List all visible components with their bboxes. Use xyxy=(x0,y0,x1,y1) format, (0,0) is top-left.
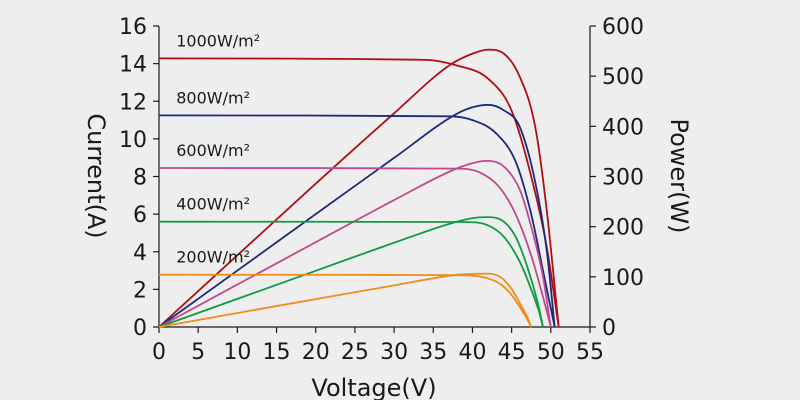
x-axis-title: Voltage(V) xyxy=(311,374,436,400)
y-right-tick-label: 0 xyxy=(602,316,616,341)
x-tick-label: 45 xyxy=(498,340,526,365)
pv-curve-line xyxy=(158,216,544,328)
x-tick-label: 55 xyxy=(576,340,604,365)
iv-curve-line xyxy=(158,114,556,328)
y-left-tick-label: 10 xyxy=(119,128,147,153)
y-right-tick-label: 600 xyxy=(602,15,644,40)
iv-curve-line xyxy=(158,220,544,328)
x-tick-label: 30 xyxy=(380,340,408,365)
y-right-tick-label: 100 xyxy=(602,266,644,291)
y-axis-right-title: Power(W) xyxy=(665,118,693,233)
y-left-tick-label: 12 xyxy=(119,90,147,115)
pv-curve-line xyxy=(158,103,556,328)
series-label: 400W/m² xyxy=(176,195,250,214)
pv-curve-line xyxy=(158,48,560,328)
y-left-tick-label: 8 xyxy=(133,166,147,191)
iv-curve-line xyxy=(158,273,532,328)
x-tick-label: 20 xyxy=(302,340,330,365)
x-tick-label: 50 xyxy=(537,340,565,365)
y-left-tick-label: 16 xyxy=(119,15,147,40)
series-label: 800W/m² xyxy=(176,88,250,107)
y-left-tick-label: 6 xyxy=(133,203,147,228)
pv-curve-line xyxy=(158,160,552,328)
y-left-tick-label: 0 xyxy=(133,316,147,341)
y-left-tick-label: 14 xyxy=(119,53,147,78)
x-tick-label: 25 xyxy=(341,340,369,365)
y-axis-left-title: Current(A) xyxy=(82,113,110,238)
y-right-tick-label: 400 xyxy=(602,115,644,140)
y-right-tick-label: 300 xyxy=(602,166,644,191)
series-label: 600W/m² xyxy=(176,141,250,160)
iv-curve-line xyxy=(158,167,552,328)
x-tick-label: 0 xyxy=(152,340,166,365)
pv-curve-line xyxy=(158,272,533,328)
axes-group xyxy=(158,26,591,328)
x-tick-label: 10 xyxy=(223,340,251,365)
x-tick-label: 40 xyxy=(458,340,486,365)
y-left-tick-label: 4 xyxy=(133,241,147,266)
curves-group xyxy=(158,48,560,328)
ticks-group: 0 5 10 15 20 25 30 35 40 45 50 55024681012141601002… xyxy=(119,15,644,365)
series-label: 1000W/m² xyxy=(176,31,260,50)
x-tick-label: 35 xyxy=(419,340,447,365)
x-tick-label: 5 xyxy=(191,340,205,365)
y-right-tick-label: 200 xyxy=(602,216,644,241)
y-right-tick-label: 500 xyxy=(602,65,644,90)
y-left-tick-label: 2 xyxy=(133,278,147,303)
series-labels-group: 1000W/m² 800W/m² 600W/m² 400W/m² 200W/m² xyxy=(176,31,260,266)
series-label: 200W/m² xyxy=(176,248,250,267)
x-tick-label: 15 xyxy=(263,340,291,365)
